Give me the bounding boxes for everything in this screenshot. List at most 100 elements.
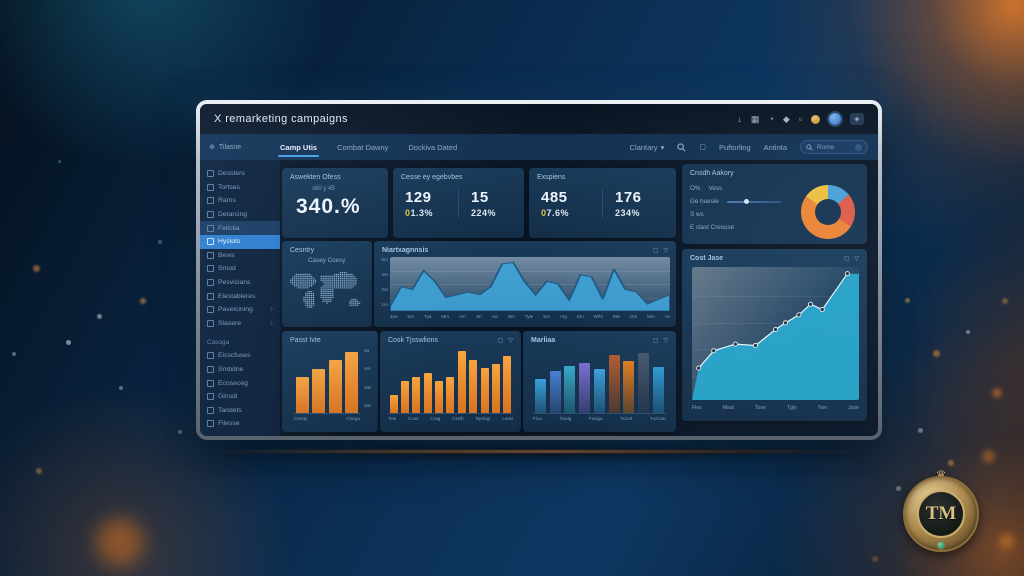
area-plot[interactable] [390,257,670,311]
bar-b-x-axis: Tesi Cuss Crag Cssth Nyskigi Lassi [388,416,513,421]
kpi1-value: 340.% [296,195,361,218]
nav-menu[interactable]: Clantary ▾ [630,143,665,152]
sidebar-item-smod[interactable]: Smod [200,262,280,276]
bar-b-plot[interactable] [388,347,513,414]
kpi-delta: 224% [471,208,497,218]
sidebar-item-icon [207,379,214,387]
bar[interactable] [638,352,650,413]
profile-blue[interactable] [829,113,841,125]
bar[interactable] [389,394,398,413]
sidebar-item-pesvicians[interactable]: Pesvicians [200,276,280,290]
bar[interactable] [295,376,309,413]
sidebar-item-label: Detarcing [218,211,248,219]
bar[interactable] [593,369,605,413]
sidebar-item-hyslots[interactable]: Hyslots [200,234,280,249]
big-plot[interactable] [692,267,859,400]
bar[interactable] [457,350,466,413]
bar[interactable] [564,366,576,413]
sidebar-item-tortses[interactable]: Tortses [200,181,280,195]
sidebar-item-tandets[interactable]: Tandets [200,404,280,418]
search-icon[interactable] [677,142,686,152]
tab-3[interactable]: Dockiva Dated [408,142,458,152]
bar-card-c: Marliaa ▢ ▽ Fica Tuwig Fxuiga Tszurt Txzczar [523,331,676,432]
sidebar-item-felictia[interactable]: Felictia [200,221,280,235]
brand-label: Tilasne [218,143,242,151]
expand-icon[interactable]: ▢ [652,338,659,344]
sidebar-item-filesse[interactable]: Filesse [200,417,280,431]
bar[interactable] [549,371,561,413]
profile-orange[interactable] [811,114,820,124]
world-map[interactable] [282,268,372,318]
nav-link-1[interactable]: Puftorling [718,142,751,152]
bar[interactable] [579,362,591,413]
sidebar: Dessters Tortses Rams Detarcing Felictia Hysl… [200,160,280,436]
sidebar-item-label: Rams [218,197,236,205]
tab-2[interactable]: Combat Dawny [337,142,389,152]
sidebar-item-label: Smbdne [218,366,244,374]
search-value: Rome [817,143,835,151]
search-pill-icon [806,143,813,151]
bar[interactable] [653,366,664,413]
bar[interactable] [491,364,500,413]
monitor-frame: X remarketing campaigns ↓ ▦ ◔ ◆ ▫ ◈ ⊕ Tilasne… [196,100,882,440]
bar[interactable] [412,377,421,413]
search-box[interactable]: Rome [800,140,868,154]
sidebar-item-dessters[interactable]: Dessters [200,167,280,181]
sidebar-item-slasere[interactable]: Slasere › [200,317,280,331]
sidebar-item-detarcing[interactable]: Detarcing [200,208,280,222]
bar[interactable] [469,360,478,413]
tick-label: Mw [612,314,621,319]
filter-icon[interactable]: ▽ [508,338,513,344]
sidebar-item-smbdne[interactable]: Smbdne [200,363,280,377]
bar[interactable] [608,354,620,413]
bar[interactable] [401,381,410,413]
extensions-icon[interactable]: ▦ [750,113,760,124]
sidebar-item-bews[interactable]: Bews [200,249,280,263]
expand-icon[interactable]: ▢ [843,256,850,262]
history-icon[interactable]: ◔ [768,113,774,124]
shield-icon[interactable]: ◆ [782,113,790,124]
title-bar: X remarketing campaigns ↓ ▦ ◔ ◆ ▫ ◈ [200,104,878,134]
nav-tabs: Camp Utis Combat Dawny Dockiva Dated [277,134,458,160]
bar-c-plot[interactable] [533,347,666,414]
donut-chart[interactable] [801,185,855,239]
bar[interactable] [623,360,635,413]
tick-label: Sm [407,314,415,319]
bar[interactable] [480,368,489,413]
sidebar-item-eisscfuses[interactable]: Eisscfuses [200,349,280,363]
filter-icon[interactable]: ▽ [663,338,668,344]
bar[interactable] [446,377,455,413]
bar[interactable] [534,378,546,413]
bar[interactable] [435,381,444,413]
download-icon[interactable]: ↓ [737,113,742,124]
sidebar-item-ecoseceg[interactable]: Ecoseceg [200,376,280,390]
sidebar-item-ginsdi[interactable]: Ginsdi [200,390,280,404]
expand-icon[interactable]: ▢ [497,338,504,344]
expand-icon[interactable]: ▢ [652,248,659,254]
kpi-delta: 01.3% [405,208,434,218]
sidebar-item-rams[interactable]: Rams [200,194,280,208]
audience-row-2[interactable]: Ge huesie [690,198,797,205]
bar-c-x-axis: Fica Tuwig Fxuiga Tszurt Txzczar [533,416,666,421]
tab-1[interactable]: Camp Utis [277,134,320,160]
filter-icon[interactable]: ▽ [663,248,668,254]
apps-icon[interactable]: ▢ [699,144,706,151]
bar-a-plot[interactable] [294,347,360,414]
bar[interactable] [423,373,432,413]
brand[interactable]: ⊕ Tilasne [200,143,280,152]
sidebar-item-label: Paveicining [218,306,253,314]
search-clear-icon[interactable] [855,143,862,151]
bar[interactable] [345,352,359,413]
filter-icon[interactable]: ▽ [854,256,859,262]
tick-label: Sm [543,314,550,319]
sidebar-item-paveicining[interactable]: Paveicining › [200,303,280,317]
bar[interactable] [312,369,326,413]
menu-icon[interactable]: ◈ [850,113,864,125]
bar[interactable] [328,360,342,413]
slider-track[interactable] [726,198,781,204]
bar[interactable] [503,356,512,413]
nav-link-2[interactable]: Antinta [763,142,787,152]
sidebar-item-icon [207,238,214,246]
sidebar-item-elestableres[interactable]: Elestableres [200,289,280,303]
box-icon[interactable]: ▫ [798,113,802,124]
